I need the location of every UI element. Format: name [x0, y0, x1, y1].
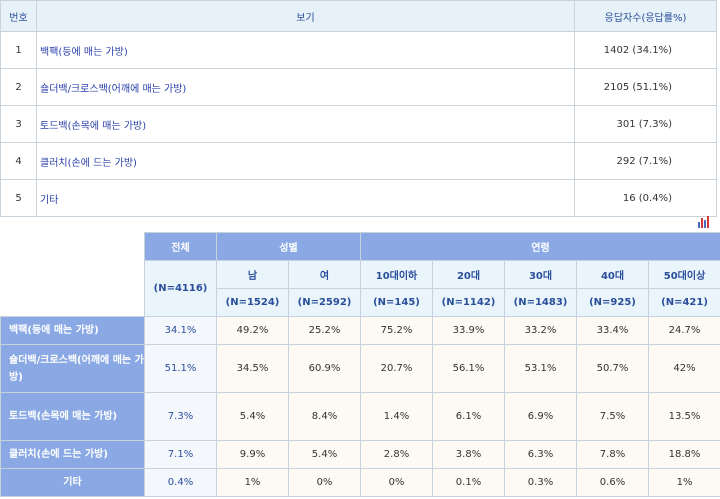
bar-chart-icon[interactable]: [697, 216, 711, 228]
cell-value: 0%: [360, 468, 433, 497]
row-label: 토드백(손목에 매는 가방): [0, 392, 145, 441]
total-value: 34.1%: [144, 316, 217, 345]
cell-value: 1.4%: [360, 392, 433, 441]
sub-n: (N=925): [576, 288, 649, 317]
option-label: 클러치(손에 드는 가방): [36, 142, 575, 180]
header-responses: 응답자수(응답률%): [574, 0, 717, 32]
table-row: 3 토드백(손목에 매는 가방) 301 (7.3%): [0, 105, 717, 143]
option-label: 숄더백/크로스백(어깨에 매는 가방): [36, 68, 575, 106]
table-row: 백팩(등에 매는 가방) 34.1% 49.2% 25.2% 75.2% 33.…: [0, 316, 720, 345]
cell-value: 5.4%: [288, 440, 361, 469]
table-row: 숄더백/크로스백(어깨에 매는 가방) 51.1% 34.5% 60.9% 20…: [0, 344, 720, 393]
option-label: 기타: [36, 179, 575, 217]
age-header: 연령: [359, 232, 720, 261]
cell-value: 0.3%: [504, 468, 577, 497]
cell-value: 0%: [288, 468, 361, 497]
cell-value: 18.8%: [647, 440, 720, 469]
header-option: 보기: [36, 0, 575, 32]
sub-n: (N=1142): [432, 288, 505, 317]
sub-n: (N=2592): [288, 288, 361, 317]
response-value: 292 (7.1%): [574, 142, 717, 180]
total-n: (N=4116): [144, 260, 217, 317]
row-number: 1: [0, 31, 37, 69]
cell-value: 0.6%: [576, 468, 649, 497]
row-number: 4: [0, 142, 37, 180]
cell-value: 6.9%: [504, 392, 577, 441]
cell-value: 56.1%: [432, 344, 505, 393]
sub-header: 남: [216, 260, 289, 289]
sub-header: 20대: [432, 260, 505, 289]
sub-header: 여: [288, 260, 361, 289]
cell-value: 2.8%: [360, 440, 433, 469]
cell-value: 24.7%: [647, 316, 720, 345]
total-value: 51.1%: [144, 344, 217, 393]
cell-value: 5.4%: [216, 392, 289, 441]
cell-value: 49.2%: [216, 316, 289, 345]
response-value: 1402 (34.1%): [574, 31, 717, 69]
cell-value: 7.8%: [576, 440, 649, 469]
cell-value: 13.5%: [647, 392, 720, 441]
cell-value: 42%: [647, 344, 720, 393]
row-number: 2: [0, 68, 37, 106]
row-number: 5: [0, 179, 37, 217]
response-value: 301 (7.3%): [574, 105, 717, 143]
sub-header: 50대이상: [647, 260, 720, 289]
option-label: 토드백(손목에 매는 가방): [36, 105, 575, 143]
table-row: 4 클러치(손에 드는 가방) 292 (7.1%): [0, 142, 717, 180]
row-number: 3: [0, 105, 37, 143]
cell-value: 34.5%: [216, 344, 289, 393]
response-value: 2105 (51.1%): [574, 68, 717, 106]
sub-n: (N=1483): [504, 288, 577, 317]
response-table-header: 번호 보기 응답자수(응답률%): [0, 0, 717, 32]
table-row: 기타 0.4% 1% 0% 0% 0.1% 0.3% 0.6% 1%: [0, 468, 720, 497]
total-value: 7.1%: [144, 440, 217, 469]
response-value: 16 (0.4%): [574, 179, 717, 217]
cell-value: 9.9%: [216, 440, 289, 469]
cell-value: 75.2%: [360, 316, 433, 345]
cross-table: 전체 성별 연령 (N=4116) 남 여 10대이하 20대 30대 40대 …: [0, 232, 720, 497]
cell-value: 33.4%: [576, 316, 649, 345]
cell-value: 53.1%: [504, 344, 577, 393]
table-row: 토드백(손목에 매는 가방) 7.3% 5.4% 8.4% 1.4% 6.1% …: [0, 392, 720, 441]
sub-header: 10대이하: [360, 260, 433, 289]
cell-value: 50.7%: [576, 344, 649, 393]
cell-value: 1%: [647, 468, 720, 497]
total-value: 7.3%: [144, 392, 217, 441]
header-no: 번호: [0, 0, 37, 32]
cross-header-row-2: (N=4116) 남 여 10대이하 20대 30대 40대 50대이상: [1, 260, 720, 317]
cell-value: 33.9%: [432, 316, 505, 345]
cell-value: 0.1%: [432, 468, 505, 497]
cell-value: 7.5%: [576, 392, 649, 441]
cell-value: 8.4%: [288, 392, 361, 441]
row-label: 클러치(손에 드는 가방): [0, 440, 145, 469]
row-label: 백팩(등에 매는 가방): [0, 316, 145, 345]
table-row: 5 기타 16 (0.4%): [0, 179, 717, 217]
cell-value: 6.1%: [432, 392, 505, 441]
table-row: 1 백팩(등에 매는 가방) 1402 (34.1%): [0, 31, 717, 69]
response-table: 번호 보기 응답자수(응답률%) 1 백팩(등에 매는 가방) 1402 (34…: [0, 0, 717, 217]
cell-value: 1%: [216, 468, 289, 497]
cell-value: 33.2%: [504, 316, 577, 345]
row-label: 기타: [0, 468, 145, 497]
cross-header-row-1: 전체 성별 연령: [0, 232, 720, 317]
total-header: 전체: [144, 232, 217, 261]
cell-value: 60.9%: [288, 344, 361, 393]
total-value: 0.4%: [144, 468, 217, 497]
row-label: 숄더백/크로스백(어깨에 매는 가방): [0, 344, 145, 393]
sub-n: (N=1524): [216, 288, 289, 317]
cell-value: 25.2%: [288, 316, 361, 345]
sub-header: 30대: [504, 260, 577, 289]
table-row: 클러치(손에 드는 가방) 7.1% 9.9% 5.4% 2.8% 3.8% 6…: [0, 440, 720, 469]
gender-header: 성별: [216, 232, 361, 261]
corner-blank: [0, 232, 145, 317]
option-label: 백팩(등에 매는 가방): [36, 31, 575, 69]
cell-value: 20.7%: [360, 344, 433, 393]
table-row: 2 숄더백/크로스백(어깨에 매는 가방) 2105 (51.1%): [0, 68, 717, 106]
sub-header: 40대: [576, 260, 649, 289]
cell-value: 3.8%: [432, 440, 505, 469]
sub-n: (N=145): [360, 288, 433, 317]
cross-header-row-3: (N=1524) (N=2592) (N=145) (N=1142) (N=14…: [1, 288, 720, 317]
cell-value: 6.3%: [504, 440, 577, 469]
sub-n: (N=421): [647, 288, 720, 317]
